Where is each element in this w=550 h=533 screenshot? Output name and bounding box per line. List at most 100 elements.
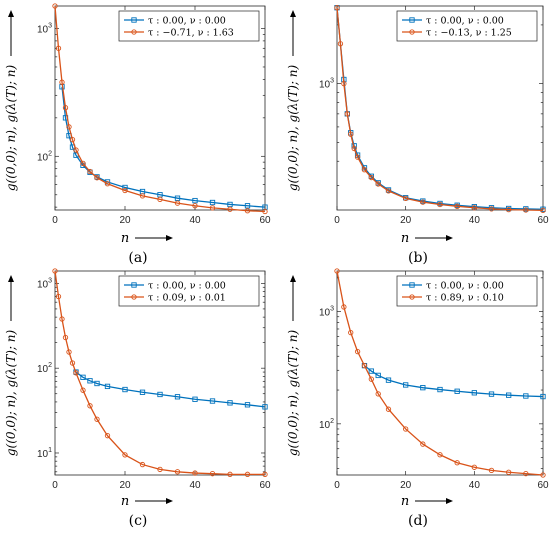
data-point-series-2 — [55, 293, 62, 300]
chart-panel-d: 0 20 40 60 102 103 τ : 0.00, ν : 0.00τ : 0.89,… — [286, 268, 549, 529]
data-point-series-2 — [122, 187, 128, 194]
data-point-series-2 — [375, 391, 381, 397]
data-point-series-2 — [139, 193, 146, 199]
data-point-series-2 — [437, 201, 443, 208]
y-tick-label: 103 — [37, 277, 52, 290]
data-point-series-2 — [87, 168, 93, 175]
data-point-series-2 — [174, 200, 181, 206]
data-point-series-2 — [454, 460, 460, 466]
data-point-series-1 — [192, 197, 198, 204]
data-point-series-1 — [80, 374, 86, 380]
x-axis-label: n — [121, 494, 129, 509]
data-point-series-1 — [157, 391, 163, 398]
data-point-series-2 — [351, 145, 357, 152]
y-axis-label: g((0,0); n), g(λ(T); n) — [4, 330, 18, 457]
data-point-series-1 — [403, 382, 409, 388]
x-tick-label: 40 — [189, 215, 201, 226]
data-point-series-2 — [348, 329, 354, 336]
y-axis-label: g((0,0); n), g(λ(T); n) — [4, 65, 18, 192]
data-point-series-2 — [59, 316, 65, 322]
legend-box — [118, 10, 260, 42]
panel-label: (d) — [408, 513, 428, 529]
data-point-series-2 — [244, 471, 251, 477]
legend-entry-1: τ : 0.00, ν : 0.00 — [426, 281, 504, 292]
data-point-series-2 — [192, 470, 198, 476]
x-tick-label: 40 — [469, 215, 481, 226]
data-point-series-2 — [334, 268, 340, 274]
data-point-series-2 — [334, 5, 340, 11]
chart-panel-b: 0 20 40 60 103 τ : 0.00, ν : 0.00τ : −0.13, ν… — [286, 5, 549, 266]
x-axis-arrowhead — [446, 235, 453, 241]
data-point-series-2 — [361, 362, 368, 369]
data-point-series-1 — [87, 378, 93, 384]
data-point-series-2 — [523, 207, 529, 213]
series-line-2 — [336, 270, 544, 476]
data-point-series-2 — [354, 348, 361, 355]
y-tick-label: 103 — [319, 78, 334, 91]
data-point-series-2 — [420, 441, 426, 447]
data-point-series-2 — [69, 360, 76, 366]
chart-panel-c: 0 20 40 60 101 102 103 τ : 0.00, ν : 0.00τ : 0.… — [4, 268, 271, 529]
x-axis-arrowhead — [166, 235, 173, 241]
data-point-series-1 — [244, 402, 251, 408]
data-point-series-2 — [94, 416, 100, 422]
y-axis-arrowhead — [8, 275, 14, 282]
data-point-series-1 — [104, 383, 111, 390]
x-tick-label: 40 — [189, 480, 201, 491]
legend-box — [396, 10, 538, 42]
data-point-series-1 — [523, 393, 529, 399]
data-point-series-1 — [540, 393, 546, 400]
legend: τ : 0.00, ν : 0.00τ : −0.71, ν : 1.63 — [118, 10, 260, 42]
data-point-series-2 — [122, 452, 128, 458]
x-tick-label: 0 — [52, 215, 58, 226]
data-point-series-1 — [122, 386, 128, 393]
x-tick-label: 60 — [259, 215, 271, 226]
data-point-series-2 — [55, 45, 62, 51]
x-tick-label: 20 — [119, 215, 131, 226]
data-point-series-1 — [262, 404, 268, 410]
legend-marker-1 — [131, 282, 137, 288]
y-tick-label: 103 — [37, 23, 52, 36]
data-point-series-2 — [403, 426, 409, 432]
data-point-series-2 — [506, 206, 512, 213]
data-point-series-2 — [337, 41, 344, 47]
data-point-series-2 — [361, 167, 368, 173]
data-point-series-2 — [344, 111, 350, 117]
data-point-series-1 — [227, 400, 233, 406]
x-tick-label: 20 — [119, 480, 131, 491]
legend-marker-1 — [409, 17, 415, 23]
legend-marker-1 — [409, 282, 415, 288]
panel-label: (a) — [128, 250, 147, 266]
y-axis-arrowhead — [290, 10, 296, 17]
data-point-series-2 — [80, 387, 86, 393]
data-point-series-2 — [62, 105, 69, 111]
data-point-series-2 — [368, 174, 374, 181]
data-point-series-1 — [385, 377, 392, 383]
y-tick-label: 102 — [319, 418, 334, 431]
legend-entry-1: τ : 0.00, ν : 0.00 — [426, 16, 504, 27]
data-point-series-1 — [420, 385, 426, 391]
data-point-series-1 — [244, 203, 251, 209]
plot-area-frame — [54, 5, 266, 211]
data-point-series-2 — [244, 208, 251, 214]
data-point-series-2 — [403, 195, 409, 202]
panel-label: (b) — [408, 250, 428, 266]
data-point-series-2 — [354, 154, 361, 160]
data-point-series-2 — [227, 206, 233, 212]
x-tick-label: 60 — [537, 480, 549, 491]
legend-box — [396, 275, 538, 307]
x-tick-label: 60 — [537, 215, 549, 226]
data-point-series-2 — [540, 472, 546, 478]
x-axis-arrowhead — [166, 498, 173, 504]
legend-marker-2 — [131, 29, 137, 35]
legend-entry-2: τ : −0.71, ν : 1.63 — [148, 28, 234, 39]
data-point-series-2 — [506, 469, 512, 475]
data-point-series-2 — [227, 471, 233, 477]
y-axis-label: g((0,0); n), g(λ(T); n) — [286, 330, 300, 457]
data-point-series-2 — [80, 160, 86, 167]
data-point-series-1 — [454, 388, 460, 394]
data-point-series-2 — [375, 181, 381, 187]
data-point-series-1 — [506, 392, 512, 398]
data-point-series-2 — [341, 80, 347, 87]
